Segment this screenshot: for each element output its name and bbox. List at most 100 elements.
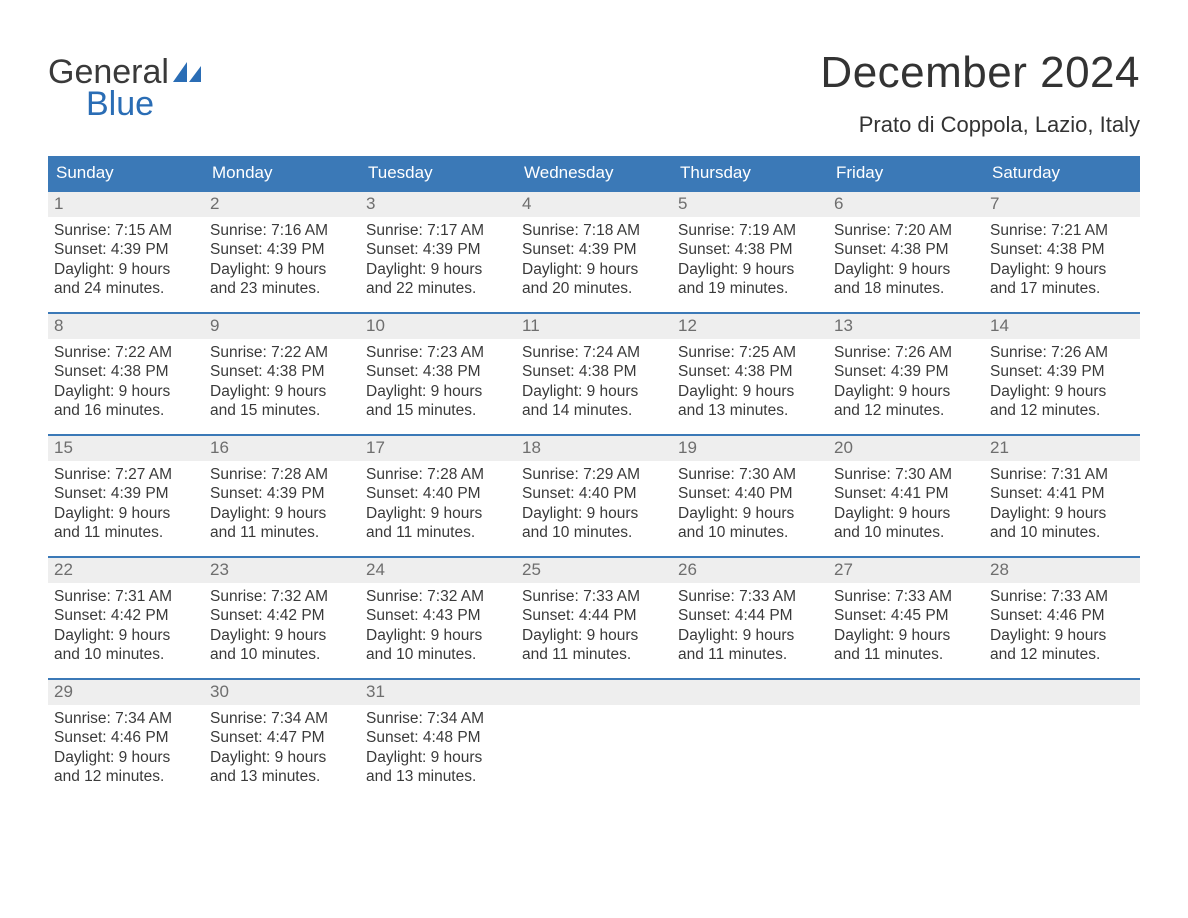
calendar-table: Sunday Monday Tuesday Wednesday Thursday… [48,156,1140,800]
day-number: 25 [516,558,672,583]
day-number: 7 [984,192,1140,217]
month-title: December 2024 [820,48,1140,98]
day-cell: 30Sunrise: 7:34 AMSunset: 4:47 PMDayligh… [204,680,360,800]
day-number: 4 [516,192,672,217]
day-number: 10 [360,314,516,339]
day-cell: 13Sunrise: 7:26 AMSunset: 4:39 PMDayligh… [828,314,984,434]
day-number: 18 [516,436,672,461]
day-daylight1: Daylight: 9 hours [210,382,354,401]
day-sunset: Sunset: 4:38 PM [990,240,1134,259]
day-sunrise: Sunrise: 7:28 AM [366,465,510,484]
weekday-wednesday: Wednesday [516,156,672,190]
day-number: 29 [48,680,204,705]
day-daylight1: Daylight: 9 hours [522,626,666,645]
day-sunrise: Sunrise: 7:33 AM [834,587,978,606]
day-number: 17 [360,436,516,461]
day-daylight1: Daylight: 9 hours [522,260,666,279]
day-body: Sunrise: 7:31 AMSunset: 4:42 PMDaylight:… [48,583,204,671]
day-number: 8 [48,314,204,339]
day-daylight1: Daylight: 9 hours [210,748,354,767]
day-number: 11 [516,314,672,339]
day-daylight1: Daylight: 9 hours [522,504,666,523]
day-cell: 5Sunrise: 7:19 AMSunset: 4:38 PMDaylight… [672,192,828,312]
day-sunrise: Sunrise: 7:19 AM [678,221,822,240]
day-number [672,680,828,705]
day-sunset: Sunset: 4:40 PM [366,484,510,503]
day-daylight1: Daylight: 9 hours [54,260,198,279]
day-daylight1: Daylight: 9 hours [678,504,822,523]
day-cell: 19Sunrise: 7:30 AMSunset: 4:40 PMDayligh… [672,436,828,556]
day-daylight1: Daylight: 9 hours [990,382,1134,401]
day-sunset: Sunset: 4:42 PM [54,606,198,625]
day-daylight2: and 11 minutes. [210,523,354,542]
day-body: Sunrise: 7:32 AMSunset: 4:43 PMDaylight:… [360,583,516,671]
day-daylight2: and 11 minutes. [366,523,510,542]
week-row: 8Sunrise: 7:22 AMSunset: 4:38 PMDaylight… [48,312,1140,434]
day-number: 19 [672,436,828,461]
day-number: 16 [204,436,360,461]
day-sunrise: Sunrise: 7:27 AM [54,465,198,484]
logo-sail-icon [173,62,203,93]
day-sunset: Sunset: 4:38 PM [678,240,822,259]
day-number: 31 [360,680,516,705]
day-sunset: Sunset: 4:47 PM [210,728,354,747]
day-number: 6 [828,192,984,217]
day-body: Sunrise: 7:26 AMSunset: 4:39 PMDaylight:… [828,339,984,427]
day-sunrise: Sunrise: 7:32 AM [210,587,354,606]
day-number: 22 [48,558,204,583]
day-daylight2: and 11 minutes. [522,645,666,664]
logo: General Blue [48,56,203,121]
day-daylight1: Daylight: 9 hours [210,260,354,279]
weekday-tuesday: Tuesday [360,156,516,190]
day-body: Sunrise: 7:34 AMSunset: 4:48 PMDaylight:… [360,705,516,793]
day-sunrise: Sunrise: 7:31 AM [54,587,198,606]
day-cell [828,680,984,800]
day-sunrise: Sunrise: 7:25 AM [678,343,822,362]
day-cell: 9Sunrise: 7:22 AMSunset: 4:38 PMDaylight… [204,314,360,434]
day-sunrise: Sunrise: 7:34 AM [210,709,354,728]
day-body: Sunrise: 7:34 AMSunset: 4:46 PMDaylight:… [48,705,204,793]
weekday-thursday: Thursday [672,156,828,190]
day-daylight2: and 13 minutes. [678,401,822,420]
day-daylight2: and 10 minutes. [990,523,1134,542]
day-sunset: Sunset: 4:44 PM [678,606,822,625]
day-number: 1 [48,192,204,217]
weekday-monday: Monday [204,156,360,190]
day-daylight1: Daylight: 9 hours [834,260,978,279]
weekday-header-row: Sunday Monday Tuesday Wednesday Thursday… [48,156,1140,190]
day-cell: 18Sunrise: 7:29 AMSunset: 4:40 PMDayligh… [516,436,672,556]
day-sunset: Sunset: 4:39 PM [522,240,666,259]
day-body: Sunrise: 7:34 AMSunset: 4:47 PMDaylight:… [204,705,360,793]
day-cell: 8Sunrise: 7:22 AMSunset: 4:38 PMDaylight… [48,314,204,434]
weekday-friday: Friday [828,156,984,190]
day-daylight2: and 22 minutes. [366,279,510,298]
day-daylight2: and 12 minutes. [54,767,198,786]
day-sunrise: Sunrise: 7:26 AM [990,343,1134,362]
day-number: 14 [984,314,1140,339]
day-number: 15 [48,436,204,461]
day-daylight2: and 12 minutes. [990,645,1134,664]
day-daylight1: Daylight: 9 hours [366,748,510,767]
day-daylight2: and 18 minutes. [834,279,978,298]
day-body: Sunrise: 7:29 AMSunset: 4:40 PMDaylight:… [516,461,672,549]
day-body: Sunrise: 7:21 AMSunset: 4:38 PMDaylight:… [984,217,1140,305]
day-daylight1: Daylight: 9 hours [834,626,978,645]
day-daylight1: Daylight: 9 hours [522,382,666,401]
day-daylight2: and 11 minutes. [834,645,978,664]
day-body: Sunrise: 7:33 AMSunset: 4:45 PMDaylight:… [828,583,984,671]
day-daylight1: Daylight: 9 hours [210,626,354,645]
day-sunset: Sunset: 4:39 PM [210,484,354,503]
day-body: Sunrise: 7:30 AMSunset: 4:40 PMDaylight:… [672,461,828,549]
day-daylight2: and 16 minutes. [54,401,198,420]
week-row: 29Sunrise: 7:34 AMSunset: 4:46 PMDayligh… [48,678,1140,800]
day-sunset: Sunset: 4:39 PM [210,240,354,259]
day-cell: 31Sunrise: 7:34 AMSunset: 4:48 PMDayligh… [360,680,516,800]
day-cell: 14Sunrise: 7:26 AMSunset: 4:39 PMDayligh… [984,314,1140,434]
day-body: Sunrise: 7:16 AMSunset: 4:39 PMDaylight:… [204,217,360,305]
day-cell: 29Sunrise: 7:34 AMSunset: 4:46 PMDayligh… [48,680,204,800]
day-sunset: Sunset: 4:40 PM [522,484,666,503]
day-sunset: Sunset: 4:39 PM [366,240,510,259]
day-daylight2: and 12 minutes. [990,401,1134,420]
day-sunrise: Sunrise: 7:16 AM [210,221,354,240]
day-body: Sunrise: 7:20 AMSunset: 4:38 PMDaylight:… [828,217,984,305]
